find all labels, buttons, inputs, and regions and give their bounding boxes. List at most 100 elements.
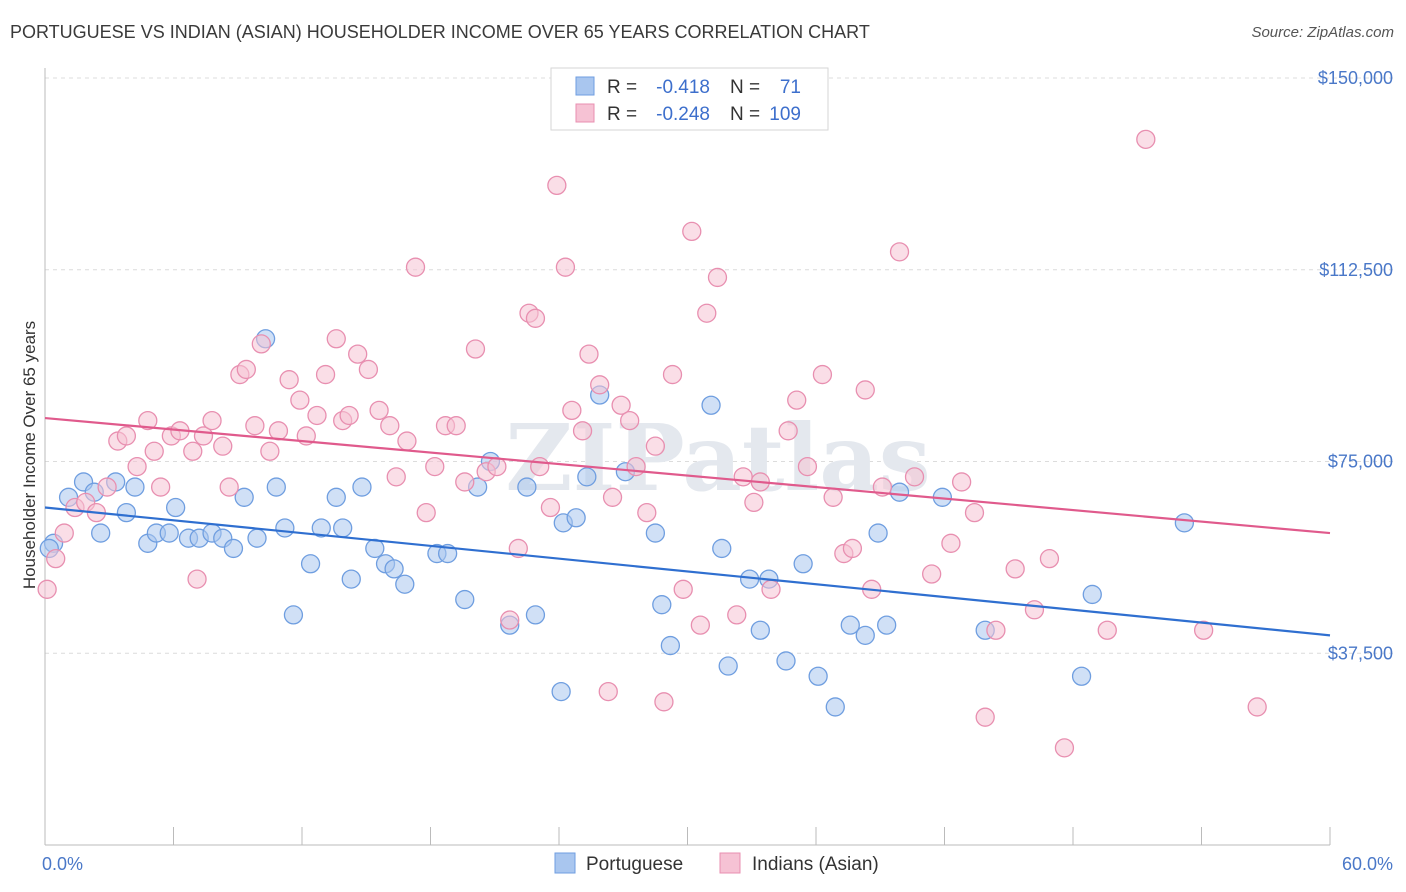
data-point: [307, 405, 327, 426]
data-point: [682, 221, 702, 242]
data-point: [1071, 666, 1092, 686]
data-point: [530, 456, 550, 477]
data-point: [425, 456, 445, 477]
data-point: [602, 487, 623, 507]
data-point: [662, 364, 683, 385]
data-point: [547, 175, 567, 196]
data-point: [1005, 559, 1025, 579]
data-point: [525, 308, 546, 328]
data-point: [562, 400, 582, 421]
data-point: [187, 569, 207, 589]
data-point: [1024, 600, 1045, 620]
data-point: [718, 656, 738, 676]
data-point: [358, 359, 379, 380]
data-point: [525, 605, 546, 625]
data-point: [598, 681, 618, 702]
data-point: [395, 574, 415, 594]
data-point: [626, 456, 646, 477]
data-point: [150, 477, 171, 497]
data-point: [697, 303, 717, 323]
data-point: [266, 477, 286, 497]
data-point: [223, 538, 244, 559]
legend-r-value: -0.248: [656, 104, 710, 125]
bottom-legend-swatch-indian: [719, 852, 741, 874]
y-axis-title: Householder Income Over 65 years: [20, 321, 39, 589]
data-point: [315, 364, 336, 385]
data-point: [326, 329, 346, 349]
data-point: [855, 625, 875, 646]
data-point: [761, 579, 781, 599]
legend-r-label: R =: [607, 104, 637, 125]
data-point: [446, 416, 466, 436]
data-point: [260, 441, 280, 461]
data-point: [712, 538, 732, 559]
trend-line: [44, 506, 1331, 637]
data-point: [236, 359, 256, 380]
data-point: [964, 502, 985, 523]
legend-n-label: N =: [730, 77, 760, 98]
data-point: [247, 528, 267, 548]
data-point: [405, 257, 426, 277]
bottom-legend-label-portuguese: Portuguese: [586, 854, 683, 875]
data-point: [91, 523, 111, 543]
data-point: [352, 477, 372, 497]
data-point: [1097, 620, 1117, 640]
bottom-legend-label-indian: Indians (Asian): [752, 854, 879, 875]
legend-r-value: -0.418: [656, 77, 710, 98]
data-point: [125, 477, 145, 497]
data-point: [1247, 697, 1267, 717]
chart-title: PORTUGUESE VS INDIAN (ASIAN) HOUSEHOLDER…: [10, 22, 870, 42]
x-tick-label-min: 0.0%: [42, 854, 83, 874]
data-point: [183, 441, 203, 461]
data-point: [611, 395, 631, 415]
axes: [44, 68, 1331, 846]
series-portuguese-points: [39, 329, 1195, 717]
data-point: [234, 487, 254, 507]
data-point: [508, 538, 528, 559]
data-point: [540, 497, 561, 518]
data-point: [348, 344, 368, 364]
data-point: [311, 518, 331, 538]
legend-n-value: 71: [780, 77, 801, 98]
data-point: [380, 416, 400, 436]
data-point: [645, 436, 666, 456]
data-point: [904, 467, 925, 487]
data-point: [138, 410, 158, 431]
data-point: [793, 554, 813, 574]
data-point: [219, 477, 239, 497]
data-point: [776, 651, 796, 671]
legend-swatch-portuguese: [575, 76, 595, 96]
data-point: [397, 431, 417, 451]
legend-r-label: R =: [607, 77, 637, 98]
bottom-legend: Portuguese Indians (Asian): [554, 852, 879, 875]
data-point: [637, 502, 657, 523]
data-point: [300, 554, 321, 574]
data-point: [365, 538, 385, 559]
data-point: [251, 334, 271, 354]
data-point: [1193, 620, 1214, 640]
data-point: [54, 523, 74, 543]
data-point: [690, 615, 710, 635]
data-point: [341, 569, 361, 589]
data-point: [116, 426, 137, 446]
data-point: [812, 364, 833, 385]
data-point: [144, 441, 164, 461]
data-point: [733, 467, 753, 487]
data-point: [517, 477, 537, 497]
data-point: [823, 487, 843, 507]
trend-line: [44, 416, 1331, 535]
data-point: [620, 410, 640, 431]
data-point: [455, 472, 475, 492]
data-point: [577, 467, 597, 487]
data-point: [1136, 129, 1156, 150]
data-point: [566, 508, 586, 528]
data-point: [660, 635, 681, 656]
data-point: [654, 692, 674, 712]
data-point: [369, 400, 389, 421]
data-point: [551, 681, 571, 702]
data-point: [165, 497, 186, 518]
y-tick-label: $150,000: [1318, 68, 1393, 88]
data-point: [825, 697, 845, 717]
data-point: [744, 492, 764, 513]
